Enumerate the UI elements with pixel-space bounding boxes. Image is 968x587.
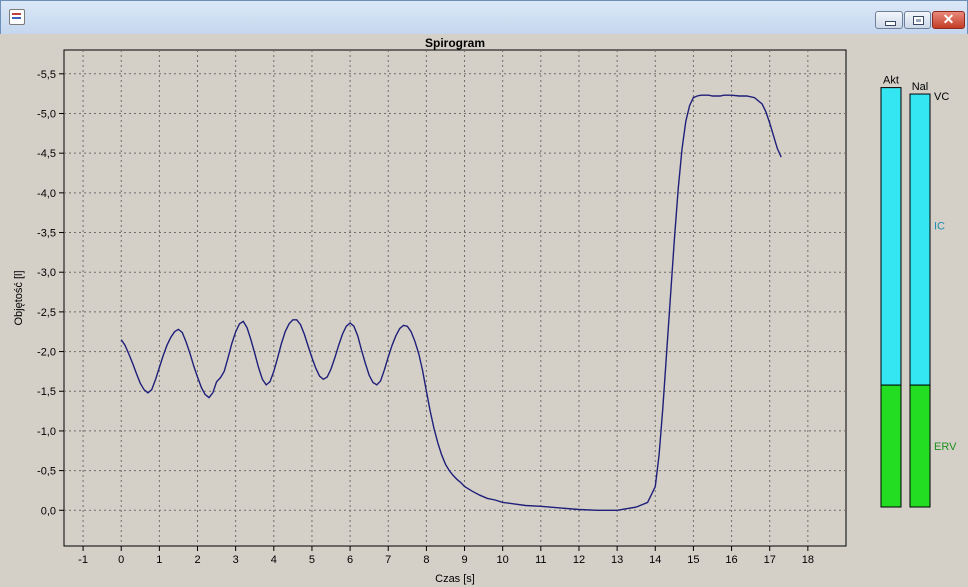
y-tick-label: -4,5 (37, 148, 56, 160)
x-tick-label: 9 (461, 554, 467, 566)
x-tick-label: 3 (233, 554, 239, 566)
volume-series-line (120, 94, 782, 511)
title-bar: ✕ (1, 1, 967, 36)
minimize-button[interactable] (875, 11, 903, 29)
y-tick-label: -2,5 (37, 307, 56, 319)
x-tick-label: 8 (423, 554, 429, 566)
x-tick-label: -1 (78, 554, 88, 566)
x-tick-label: 15 (687, 554, 699, 566)
y-tick-label: -5,0 (37, 108, 56, 120)
nal-ic-segment (909, 93, 931, 386)
spirogram-chart: -1 0 1 2 3 4 5 6 7 8 9 10 11 12 13 14 15 16 17 18 -5,5-5,0-… (0, 34, 968, 587)
y-tick-label: -1,5 (37, 386, 56, 398)
x-tick-label: 14 (649, 554, 661, 566)
x-axis-ticks: -1 0 1 2 3 4 5 6 7 8 9 10 11 12 13 14 15 16 17 18 (78, 546, 814, 566)
nal-erv-segment (909, 384, 931, 508)
y-tick-label: -5,5 (37, 69, 56, 81)
y-tick-label: -1,0 (37, 426, 56, 438)
close-button[interactable]: ✕ (932, 11, 965, 29)
akt-ic-segment (880, 87, 902, 386)
x-tick-label: 16 (725, 554, 737, 566)
x-tick-label: 4 (271, 554, 277, 566)
y-tick-label: -4,0 (37, 188, 56, 200)
akt-erv-segment (880, 384, 902, 508)
x-tick-label: 5 (309, 554, 315, 566)
x-tick-label: 6 (347, 554, 353, 566)
y-tick-label: -3,0 (37, 267, 56, 279)
x-tick-label: 18 (802, 554, 814, 566)
x-tick-label: 0 (118, 554, 124, 566)
chart-title: Spirogram (425, 36, 485, 50)
y-tick-label: -2,0 (37, 347, 56, 359)
y-tick-label: -0,5 (37, 466, 56, 478)
x-tick-label: 2 (194, 554, 200, 566)
minimize-icon (885, 21, 896, 26)
x-tick-label: 10 (497, 554, 509, 566)
ic-label: IC (934, 221, 945, 233)
plot-area (63, 49, 847, 547)
grid (64, 50, 846, 546)
x-tick-label: 17 (764, 554, 776, 566)
close-icon: ✕ (942, 11, 955, 27)
y-axis-title: Objętość [l] (13, 270, 25, 325)
app-icon[interactable] (9, 9, 25, 25)
maximize-button[interactable] (904, 11, 931, 29)
x-tick-label: 11 (535, 554, 546, 566)
maximize-icon (913, 16, 924, 25)
x-tick-label: 13 (611, 554, 623, 566)
y-tick-label: -3,5 (37, 228, 56, 240)
x-axis-title: Czas [s] (435, 573, 475, 585)
nal-label: Nal (912, 81, 929, 93)
vc-label: VC (934, 91, 949, 103)
akt-label: Akt (883, 75, 899, 87)
y-axis-ticks: -5,5 -5,0 -4,5 -4,0 -3,5 -3,0 -2,5 -2,0 -1,5 -1,0… (37, 69, 64, 517)
y-tick-label: 0,0 (41, 505, 56, 517)
lung-volume-bars: Akt Nal VC IC ERV (880, 75, 957, 508)
x-tick-label: 7 (385, 554, 391, 566)
x-tick-label: 1 (156, 554, 162, 566)
erv-label: ERV (934, 441, 957, 453)
x-tick-label: 12 (573, 554, 585, 566)
